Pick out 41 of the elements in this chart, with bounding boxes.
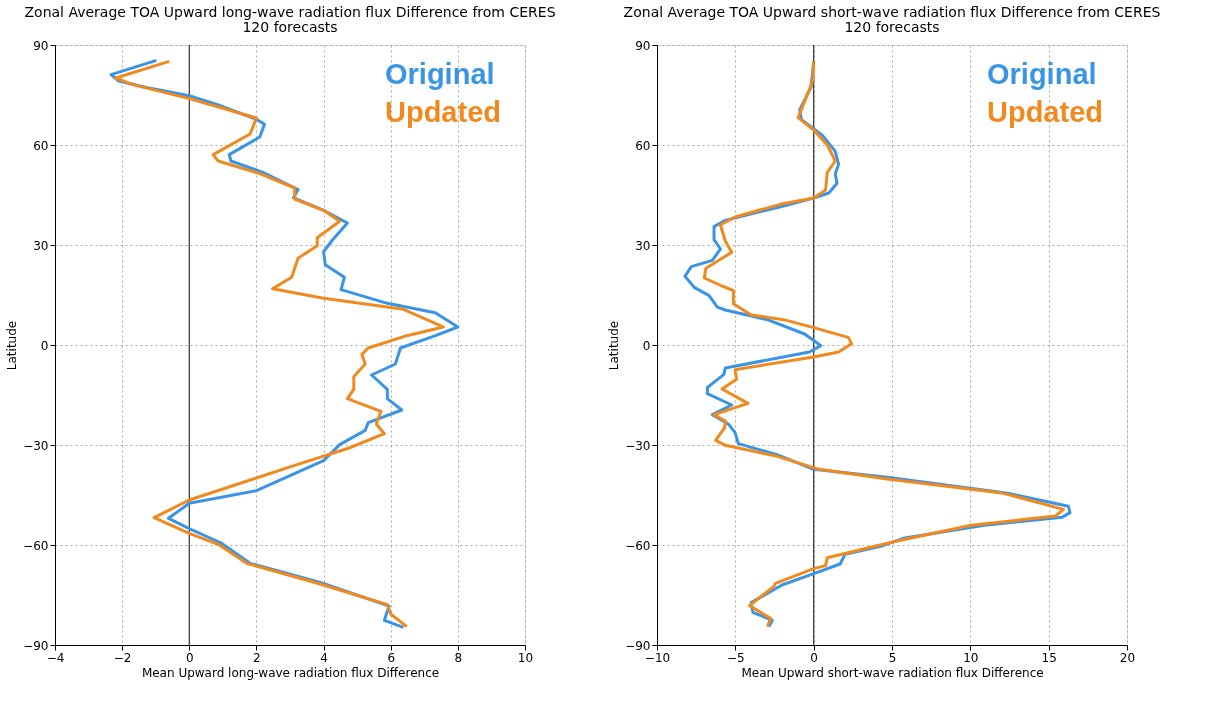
x-tick-label: −4 — [46, 650, 65, 665]
y-tick-label: −30 — [23, 438, 49, 453]
x-tick-label: −2 — [113, 650, 132, 665]
x-tick-label: 10 — [963, 650, 979, 665]
y-tick-label: 60 — [635, 138, 651, 153]
y-tick-label: −60 — [23, 538, 49, 553]
y-axis-title: Latitude — [5, 320, 20, 371]
x-tick-label: 20 — [1119, 650, 1136, 665]
x-tick-label: 4 — [320, 650, 328, 665]
y-tick-label: 30 — [635, 238, 651, 253]
x-tick-label: 5 — [888, 650, 897, 665]
text: Updated — [385, 96, 501, 128]
x-tick-label: 0 — [810, 650, 818, 665]
x-axis-title: Mean Upward short-wave radiation flux Difference — [741, 665, 1044, 680]
x-tick-label: 10 — [517, 650, 534, 665]
y-tick-label: 90 — [33, 38, 49, 53]
y-tick-label: −90 — [23, 638, 49, 653]
x-tick-label: 8 — [454, 650, 463, 665]
x-tick-label: −5 — [726, 650, 745, 665]
y-axis-title: Latitude — [607, 320, 622, 371]
text: Original — [987, 58, 1097, 90]
y-tick-label: 30 — [33, 238, 49, 253]
text: Original — [385, 58, 495, 90]
chart-subtitle: 120 forecasts — [844, 19, 940, 35]
text: Updated — [987, 96, 1103, 128]
y-tick-label: 0 — [642, 338, 651, 353]
x-tick-label: 15 — [1041, 650, 1057, 665]
y-tick-label: −30 — [625, 438, 651, 453]
y-tick-label: 0 — [40, 338, 49, 353]
chart-title: Zonal Average TOA Upward long-wave radiation flux Difference from CERES — [24, 4, 556, 20]
chart-title: Zonal Average TOA Upward short-wave radiation flux Difference from CERES — [623, 4, 1161, 20]
chart-subtitle: 120 forecasts — [242, 19, 338, 35]
y-tick-label: −90 — [625, 638, 651, 653]
x-tick-label: 2 — [253, 650, 261, 665]
y-tick-label: −60 — [625, 538, 651, 553]
x-tick-label: 0 — [185, 650, 194, 665]
x-axis-title: Mean Upward long-wave radiation flux Difference — [141, 665, 440, 680]
y-tick-label: 90 — [635, 38, 651, 53]
x-tick-label: −10 — [644, 650, 671, 665]
x-tick-label: 6 — [387, 650, 396, 665]
y-tick-label: 60 — [33, 138, 49, 153]
